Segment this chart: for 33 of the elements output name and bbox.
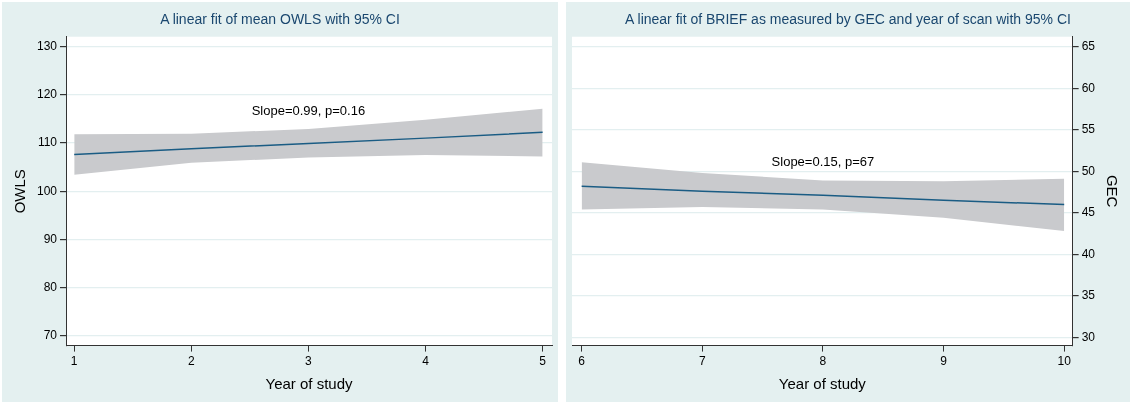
y-tick-label: 120 [36,87,58,102]
y2-tick-label: 60 [1081,80,1096,95]
y-tick-label: 80 [43,280,58,295]
y-tick-label: 130 [36,38,58,53]
x-tick-label: 9 [940,354,948,369]
x-tick-label: 8 [819,354,827,369]
x-tick-label: 2 [187,354,195,369]
y-tick-label: 90 [43,231,58,246]
chart-title: A linear fit of BRIEF as measured by GEC and year of scan with 95% CI [625,11,1071,28]
x-tick-label: 4 [422,354,430,369]
x-tick-label: 6 [578,354,586,369]
y-tick-label: 110 [37,135,58,150]
chart-title: A linear fit of mean OWLS with 95% CI [160,11,400,28]
y2-tick-label: 45 [1081,205,1096,220]
x-tick-label: 1 [70,354,78,369]
y2-tick-label: 50 [1081,163,1096,178]
annotation: Slope=0.15, p=67 [771,153,875,169]
x-tick-label: 10 [1057,354,1072,369]
y2-tick-label: 40 [1081,246,1096,261]
y2-tick-label: 35 [1081,288,1096,303]
y-axis-title: OWLS [11,169,29,214]
y2-axis-title: GEC [1103,174,1121,208]
x-axis-title: Year of study [265,375,354,393]
y2-tick-label: 55 [1081,122,1096,137]
annotation: Slope=0.99, p=0.16 [251,102,366,118]
y-tick-label: 70 [43,328,58,343]
y2-tick-label: 30 [1081,329,1096,344]
y-tick-label: 100 [36,183,58,198]
x-tick-label: 7 [698,354,706,369]
y2-tick-label: 65 [1081,39,1096,54]
x-axis-title: Year of study [778,375,867,393]
x-tick-label: 5 [539,354,547,369]
x-tick-label: 3 [305,354,313,369]
